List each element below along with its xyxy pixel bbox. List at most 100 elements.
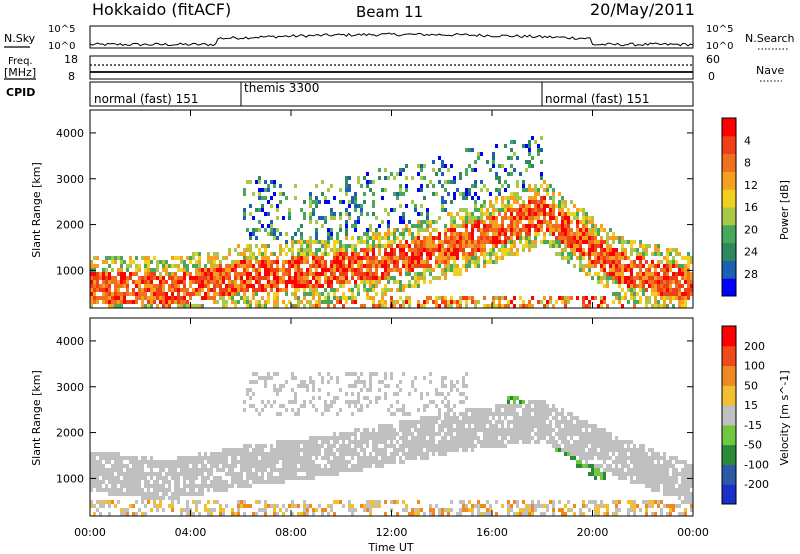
heatmap-cell [621,268,624,272]
heatmap-cell [306,468,309,472]
heatmap-cell [531,220,534,224]
heatmap-cell [246,260,249,264]
heatmap-cell [675,248,678,252]
heatmap-cell [273,512,276,516]
heatmap-cell [492,220,495,224]
heatmap-cell [477,260,480,264]
heatmap-cell [384,396,387,400]
heatmap-cell [105,280,108,284]
heatmap-cell [255,380,258,384]
heatmap-cell [90,280,93,284]
heatmap-cell [279,192,282,196]
heatmap-cell [246,448,249,452]
heatmap-cell [441,440,444,444]
heatmap-cell [363,508,366,512]
heatmap-cell [471,416,474,420]
heatmap-cell [243,464,246,468]
heatmap-cell [348,372,351,376]
heatmap-cell [594,272,597,276]
heatmap-cell [219,268,222,272]
heatmap-cell [102,488,105,492]
heatmap-cell [600,228,603,232]
heatmap-cell [477,408,480,412]
heatmap-cell [249,476,252,480]
heatmap-cell [303,248,306,252]
heatmap-cell [447,508,450,512]
heatmap-cell [600,436,603,440]
heatmap-cell [300,448,303,452]
heatmap-cell [219,456,222,460]
heatmap-cell [474,432,477,436]
heatmap-cell [510,432,513,436]
heatmap-cell [189,472,192,476]
heatmap-cell [327,268,330,272]
heatmap-cell [297,448,300,452]
heatmap-cell [309,288,312,292]
heatmap-cell [255,448,258,452]
heatmap-cell [537,216,540,220]
heatmap-cell [384,244,387,248]
heatmap-cell [336,268,339,272]
heatmap-cell [186,464,189,468]
heatmap-cell [240,480,243,484]
heatmap-cell [576,432,579,436]
heatmap-cell [222,268,225,272]
heatmap-cell [294,196,297,200]
heatmap-cell [327,244,330,248]
heatmap-cell [345,452,348,456]
heatmap-cell [489,512,492,516]
heatmap-cell [264,212,267,216]
heatmap-cell [237,292,240,296]
heatmap-cell [684,268,687,272]
heatmap-cell [408,412,411,416]
heatmap-cell [369,280,372,284]
heatmap-cell [120,300,123,304]
heatmap-cell [657,260,660,264]
heatmap-cell [540,424,543,428]
heatmap-cell [129,488,132,492]
heatmap-cell [255,276,258,280]
heatmap-cell [219,288,222,292]
heatmap-cell [594,476,597,480]
heatmap-cell [561,216,564,220]
heatmap-cell [447,236,450,240]
heatmap-cell [153,296,156,300]
heatmap-cell [177,284,180,288]
heatmap-cell [465,148,468,152]
heatmap-cell [612,252,615,256]
heatmap-cell [435,296,438,300]
heatmap-cell [480,208,483,212]
heatmap-cell [606,448,609,452]
heatmap-cell [495,228,498,232]
heatmap-cell [603,432,606,436]
heatmap-cell [687,292,690,296]
heatmap-cell [150,288,153,292]
heatmap-cell [315,204,318,208]
heatmap-cell [336,264,339,268]
heatmap-cell [393,456,396,460]
heatmap-cell [600,268,603,272]
heatmap-cell [627,456,630,460]
heatmap-cell [171,472,174,476]
heatmap-cell [120,508,123,512]
heatmap-cell [96,296,99,300]
heatmap-cell [657,264,660,268]
heatmap-cell [525,212,528,216]
heatmap-cell [276,292,279,296]
heatmap-cell [174,296,177,300]
heatmap-cell [243,268,246,272]
heatmap-cell [597,472,600,476]
heatmap-cell [249,284,252,288]
heatmap-cell [648,280,651,284]
heatmap-cell [594,264,597,268]
heatmap-cell [450,256,453,260]
heatmap-cell [213,488,216,492]
heatmap-cell [159,496,162,500]
heatmap-cell [96,256,99,260]
heatmap-cell [357,264,360,268]
heatmap-cell [366,272,369,276]
heatmap-cell [474,184,477,188]
heatmap-cell [234,464,237,468]
heatmap-cell [255,244,258,248]
heatmap-cell [198,252,201,256]
